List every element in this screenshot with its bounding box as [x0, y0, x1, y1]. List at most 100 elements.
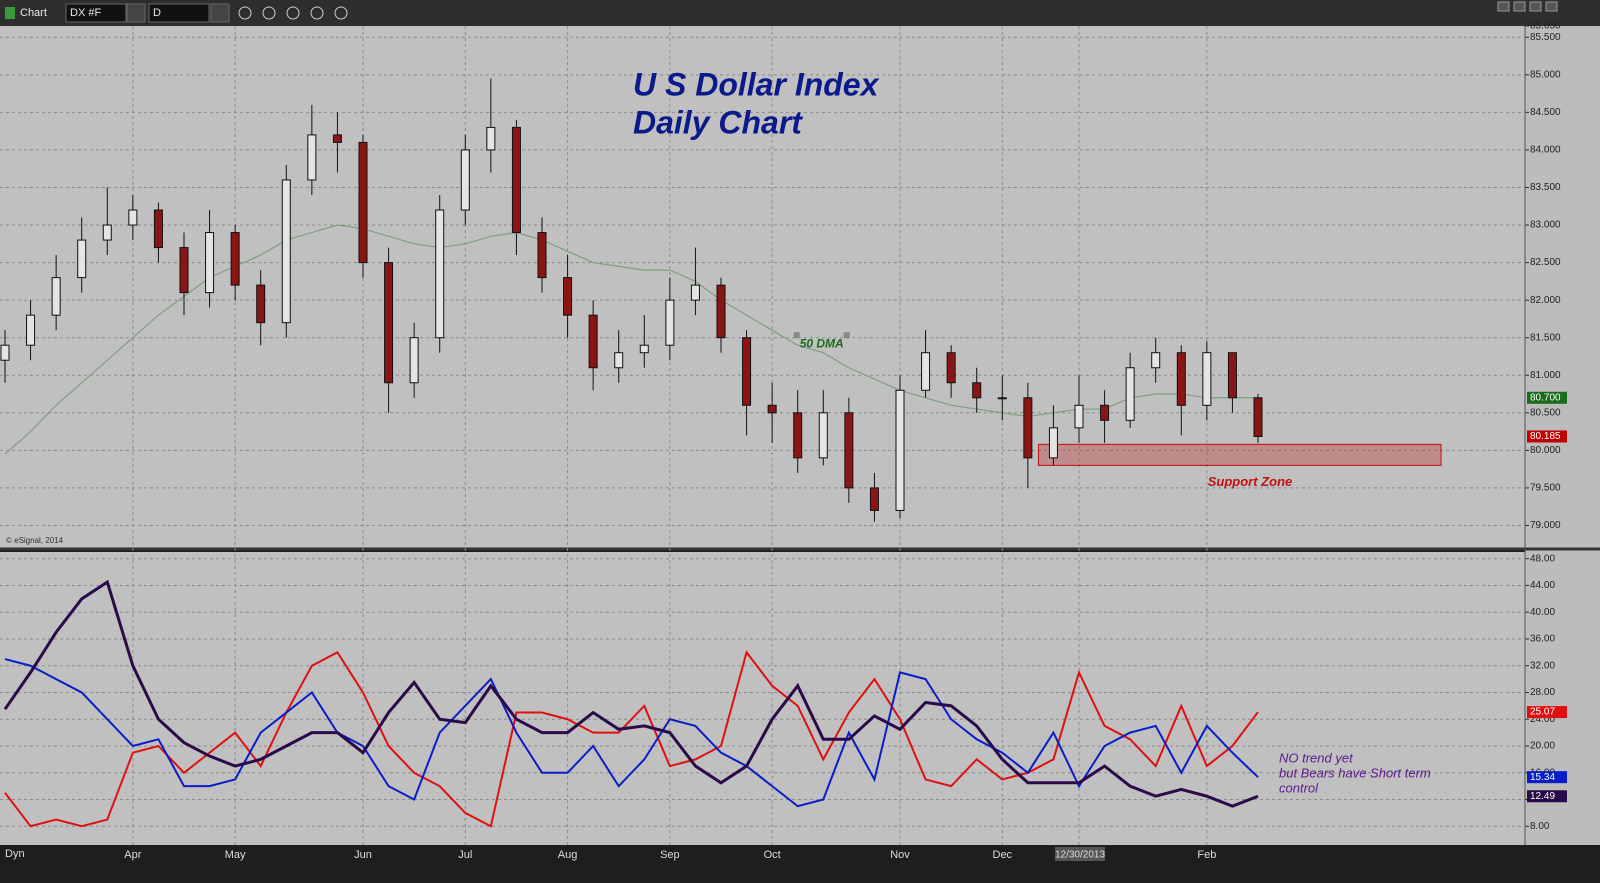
candle-body: [818, 412, 828, 459]
last-value-label: 25.07: [1530, 707, 1555, 718]
last-value-label: 12.49: [1530, 791, 1555, 802]
y-tick-label: 80.500: [1530, 407, 1561, 418]
candle-body: [793, 412, 803, 459]
x-tick-label: Sep: [660, 849, 680, 861]
support-zone: [1037, 443, 1442, 466]
candle-body: [665, 299, 675, 346]
y-tick-label: 84.000: [1530, 145, 1561, 156]
x-tick-label: Nov: [890, 849, 910, 861]
y-tick-label: 36.00: [1530, 634, 1555, 645]
copyright: © eSignal, 2014: [6, 536, 64, 545]
window-button[interactable]: [1513, 1, 1526, 12]
app-name: Chart: [20, 7, 47, 19]
candle-body: [307, 134, 317, 181]
interval-box[interactable]: [148, 3, 210, 23]
y-tick-label: 82.500: [1530, 257, 1561, 268]
last-value-box: [1527, 391, 1567, 404]
y-tick-label: 82.000: [1530, 295, 1561, 306]
handle: [793, 332, 800, 339]
settings-button[interactable]: [126, 3, 146, 23]
y-tick-label: 81.500: [1530, 332, 1561, 343]
candle-body: [690, 284, 700, 301]
last-value-box: [1527, 771, 1567, 784]
tool-icon[interactable]: [334, 6, 348, 20]
footer-mode: Dyn: [5, 848, 25, 860]
x-tick-label: Oct: [764, 849, 781, 861]
candle-body: [767, 404, 777, 414]
x-tick-label: Jul: [458, 849, 472, 861]
candle-body: [511, 126, 521, 234]
candle-body: [384, 262, 394, 384]
candle-body: [460, 149, 470, 211]
tool-icon[interactable]: [262, 6, 276, 20]
candle-body: [921, 352, 931, 391]
candle-body: [639, 344, 649, 354]
candle-body: [1048, 427, 1058, 459]
candle-body: [1151, 352, 1161, 369]
annotation: NO trend yet: [1279, 750, 1354, 765]
candle-body: [537, 232, 547, 279]
y-tick-label: 83.000: [1530, 220, 1561, 231]
indicator-panel: [0, 552, 1525, 845]
indicator-line: [3, 579, 1259, 808]
indicator-line: [4, 658, 1259, 808]
candle-body: [563, 277, 573, 316]
x-tick-label: Aug: [558, 849, 578, 861]
candle-body: [869, 487, 879, 511]
y-tick-label: 85.650: [1530, 21, 1561, 32]
window-button[interactable]: [1529, 1, 1542, 12]
x-tick-label: Dec: [993, 849, 1013, 861]
candle-body: [1125, 367, 1135, 421]
candle-body: [358, 141, 368, 264]
toolbar: [0, 0, 1600, 26]
y-tick-label: 24.00: [1530, 714, 1555, 725]
y-tick-label: 79.500: [1530, 483, 1561, 494]
y-tick-label: 20.00: [1530, 741, 1555, 752]
last-value-label: 15.34: [1530, 772, 1555, 783]
candle-body: [1227, 352, 1237, 399]
candle-body: [1023, 397, 1033, 459]
interval: D: [153, 7, 161, 19]
y-tick-label: 84.500: [1530, 107, 1561, 118]
series-label: 50 DMA: [800, 336, 844, 350]
x-tick-label: Feb: [1197, 849, 1216, 861]
handle: [843, 332, 850, 339]
annotation: but Bears have Short term: [1279, 765, 1431, 780]
tool-icon[interactable]: [286, 6, 300, 20]
candle-body: [614, 352, 624, 369]
candle-body: [409, 337, 419, 384]
candle-body: [1202, 352, 1212, 406]
x-tick-label: Jun: [354, 849, 372, 861]
y-tick-label: 81.000: [1530, 370, 1561, 381]
y-tick-label: 32.00: [1530, 660, 1555, 671]
y-tick-label: 79.000: [1530, 520, 1561, 531]
tool-icon[interactable]: [310, 6, 324, 20]
last-value-box: [1527, 706, 1567, 719]
candle-body: [946, 352, 956, 384]
candle-body: [128, 209, 138, 226]
tool-icon[interactable]: [238, 6, 252, 20]
candle-body: [77, 239, 87, 279]
last-value-box: [1527, 790, 1567, 803]
candle-body: [230, 232, 240, 286]
y-tick-label: 8.00: [1530, 821, 1550, 832]
window-button[interactable]: [1545, 1, 1558, 12]
candle-body: [588, 314, 598, 369]
y-tick-label: 48.00: [1530, 553, 1555, 564]
clock-button[interactable]: [210, 3, 230, 23]
x-tick-label: May: [225, 849, 246, 861]
candle-body: [332, 134, 342, 143]
cursor-date-box: [1055, 847, 1105, 861]
candle-body: [1100, 404, 1110, 421]
price-panel: [0, 26, 1525, 548]
symbol-box[interactable]: [65, 3, 127, 23]
window-button[interactable]: [1497, 1, 1510, 12]
candle-body: [179, 247, 189, 294]
y-tick-label: 28.00: [1530, 687, 1555, 698]
candle-body: [1176, 352, 1186, 406]
last-value-label: 80.700: [1530, 392, 1561, 403]
candle-body: [256, 284, 266, 324]
candle-body: [742, 337, 752, 406]
